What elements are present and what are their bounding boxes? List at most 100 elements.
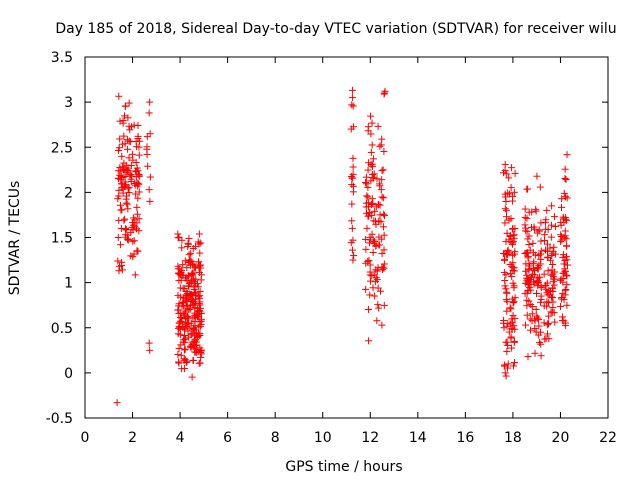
data-point-marker bbox=[146, 346, 154, 354]
data-point-marker bbox=[146, 197, 154, 205]
data-point-marker bbox=[377, 186, 385, 194]
data-point-marker bbox=[131, 167, 139, 175]
data-point-marker bbox=[548, 309, 556, 317]
y-axis-tick-labels: -0.5 0 0.5 1 1.5 2 2.5 3 3.5 bbox=[46, 50, 73, 427]
data-point-marker bbox=[348, 181, 356, 189]
data-point-marker bbox=[563, 301, 571, 309]
data-point-marker bbox=[536, 260, 544, 268]
data-point-marker bbox=[178, 244, 186, 252]
data-point-marker bbox=[521, 214, 529, 222]
data-point-marker bbox=[528, 303, 536, 311]
data-point-marker bbox=[537, 352, 545, 360]
data-point-marker bbox=[133, 210, 141, 218]
data-point-marker bbox=[372, 220, 380, 228]
data-point-marker bbox=[184, 239, 192, 247]
data-point-marker bbox=[372, 203, 380, 211]
data-point-marker bbox=[145, 339, 153, 347]
data-point-marker bbox=[114, 234, 122, 241]
data-point-marker bbox=[180, 285, 188, 293]
data-point-marker bbox=[183, 289, 191, 297]
data-point-marker bbox=[507, 184, 515, 192]
x-tick-label: 0 bbox=[81, 430, 90, 446]
data-point-marker bbox=[510, 282, 518, 290]
data-point-marker bbox=[534, 279, 542, 287]
data-point-marker bbox=[548, 266, 556, 274]
data-point-marker bbox=[180, 365, 188, 373]
data-point-marker bbox=[529, 239, 537, 247]
data-point-marker bbox=[508, 315, 516, 323]
data-point-marker bbox=[364, 306, 372, 314]
data-point-marker bbox=[374, 264, 382, 272]
data-point-marker bbox=[197, 320, 205, 328]
data-point-marker bbox=[375, 304, 383, 312]
data-point-marker bbox=[503, 338, 511, 346]
data-point-marker bbox=[560, 189, 568, 197]
data-point-marker bbox=[502, 213, 510, 221]
data-point-marker bbox=[380, 260, 388, 268]
data-point-marker bbox=[536, 250, 544, 258]
data-point-marker bbox=[197, 322, 205, 330]
data-point-marker bbox=[543, 279, 551, 287]
x-tick-label: 12 bbox=[361, 430, 379, 446]
data-point-marker bbox=[547, 271, 555, 279]
data-point-marker bbox=[131, 271, 139, 279]
data-point-marker bbox=[532, 305, 540, 313]
data-point-marker bbox=[179, 299, 187, 307]
data-point-marker bbox=[116, 171, 124, 179]
data-point-marker bbox=[370, 174, 378, 182]
data-point-marker bbox=[375, 233, 383, 241]
data-point-marker bbox=[129, 226, 137, 234]
data-point-marker bbox=[510, 188, 518, 196]
data-point-marker bbox=[348, 224, 356, 232]
x-tick-label: 4 bbox=[176, 430, 185, 446]
data-point-marker bbox=[532, 289, 540, 297]
data-point-marker bbox=[362, 178, 370, 186]
data-point-marker bbox=[192, 342, 200, 350]
data-point-marker bbox=[189, 314, 197, 322]
data-point-marker bbox=[367, 112, 375, 120]
data-point-marker bbox=[557, 302, 565, 310]
data-point-marker bbox=[557, 233, 565, 241]
data-point-marker bbox=[366, 239, 374, 247]
data-point-marker bbox=[371, 292, 379, 300]
data-point-marker bbox=[190, 283, 198, 291]
data-point-marker bbox=[547, 221, 555, 229]
data-point-marker bbox=[373, 267, 381, 275]
data-point-marker bbox=[511, 359, 519, 367]
data-point-marker bbox=[132, 190, 140, 198]
data-point-marker bbox=[378, 250, 386, 258]
data-point-marker bbox=[534, 314, 542, 322]
data-point-marker bbox=[380, 301, 388, 309]
data-point-marker bbox=[118, 163, 126, 171]
data-point-marker bbox=[146, 173, 154, 181]
data-point-marker bbox=[121, 215, 129, 223]
data-point-marker bbox=[378, 193, 386, 201]
data-point-marker bbox=[185, 234, 193, 242]
data-point-marker bbox=[367, 161, 375, 169]
data-point-marker bbox=[562, 252, 570, 260]
data-point-marker bbox=[536, 183, 544, 191]
data-point-marker bbox=[176, 284, 184, 292]
data-point-marker bbox=[115, 216, 123, 224]
data-point-marker bbox=[124, 236, 132, 244]
data-point-marker bbox=[174, 262, 182, 270]
data-point-marker bbox=[368, 119, 376, 127]
data-point-marker bbox=[371, 238, 379, 246]
data-point-marker bbox=[561, 321, 569, 329]
data-point-marker bbox=[187, 331, 195, 339]
data-point-marker bbox=[540, 270, 548, 278]
data-point-marker bbox=[545, 312, 553, 320]
data-point-marker bbox=[181, 331, 189, 339]
data-point-marker bbox=[348, 200, 356, 208]
data-point-marker bbox=[368, 141, 376, 149]
data-point-marker bbox=[525, 266, 533, 274]
data-point-marker bbox=[125, 137, 133, 145]
data-point-marker bbox=[503, 348, 511, 356]
data-point-marker bbox=[510, 231, 518, 239]
data-point-marker bbox=[543, 330, 551, 338]
data-point-marker bbox=[532, 207, 540, 215]
data-point-marker bbox=[561, 214, 569, 222]
data-point-marker bbox=[549, 260, 557, 268]
x-tick-label: 14 bbox=[409, 430, 427, 446]
y-tick-label: 0.5 bbox=[51, 321, 73, 337]
